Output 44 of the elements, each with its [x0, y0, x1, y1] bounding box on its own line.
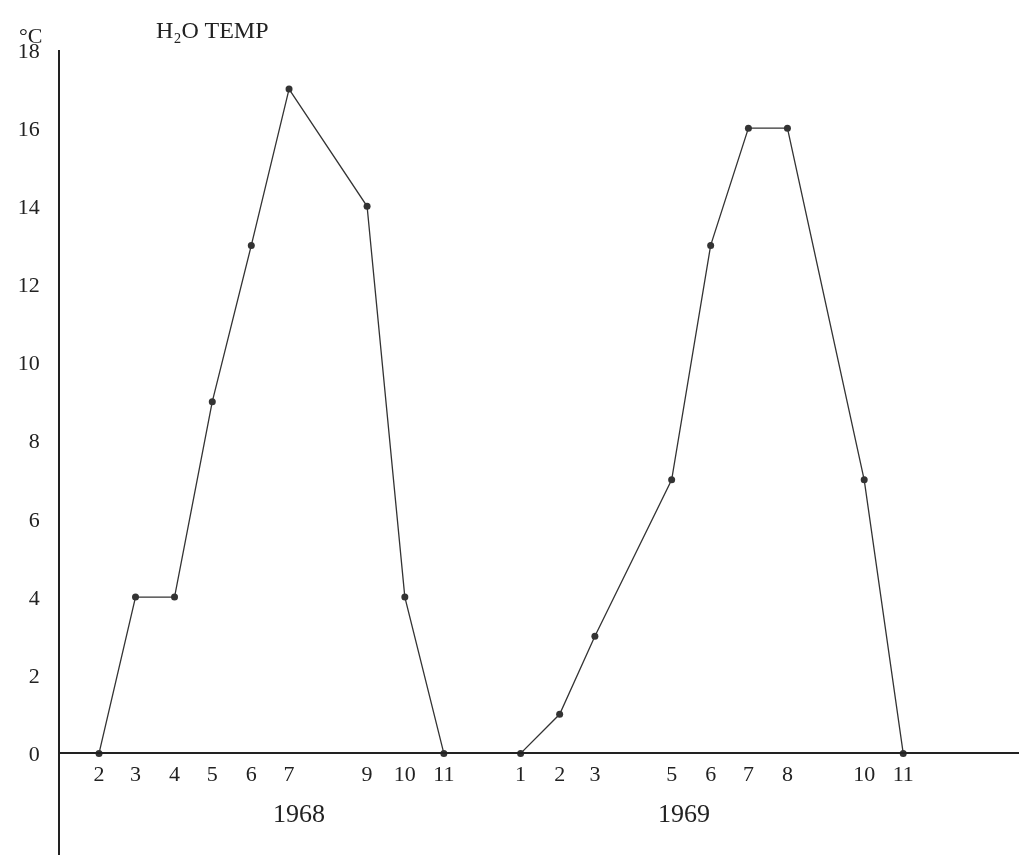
- point: [363, 202, 371, 210]
- x-tick-label: 5: [666, 760, 678, 786]
- point: [556, 710, 564, 718]
- point: [401, 593, 409, 601]
- annotation: 1968: [273, 799, 325, 828]
- x-tick-label: 2: [93, 760, 105, 786]
- point: [285, 85, 293, 93]
- point: [860, 476, 868, 484]
- x-tick-label: 2: [554, 760, 566, 786]
- x-tick-label: 4: [169, 760, 181, 786]
- annotation: 1969: [658, 799, 710, 828]
- y-tick-label: 12: [17, 272, 40, 298]
- point: [247, 241, 255, 249]
- point: [208, 398, 216, 406]
- point: [132, 593, 140, 601]
- x-tick-label: 7: [283, 760, 295, 786]
- x-tick-label: 5: [206, 760, 218, 786]
- x-tick-label: 1: [515, 760, 527, 786]
- y-tick-label: 8: [28, 428, 40, 454]
- y-tick-label: 4: [28, 584, 40, 610]
- y-tick-label: 0: [28, 741, 40, 767]
- x-tick-label: 11: [892, 760, 914, 786]
- point: [171, 593, 179, 601]
- x-tick-label: 8: [781, 760, 793, 786]
- x-tick-label: 11: [433, 760, 455, 786]
- x-tick-label: 6: [245, 760, 257, 786]
- x-tick-label: 3: [589, 760, 601, 786]
- y-tick-label: 6: [28, 506, 40, 532]
- point: [707, 241, 715, 249]
- x-tick-label: 10: [393, 760, 416, 786]
- x-tick-label: 6: [705, 760, 717, 786]
- point: [668, 476, 676, 484]
- x-tick-label: 9: [361, 760, 373, 786]
- y-tick-label: 16: [17, 115, 40, 141]
- point: [783, 124, 791, 132]
- x-tick-label: 10: [853, 760, 876, 786]
- chart-title: H₂O TEMP: [155, 17, 269, 44]
- point: [591, 632, 599, 640]
- y-tick-label: 10: [17, 350, 40, 376]
- y-tick-label: 14: [17, 194, 40, 220]
- x-tick-label: 7: [742, 760, 754, 786]
- x-tick-label: 3: [130, 760, 142, 786]
- point: [744, 124, 752, 132]
- y-tick-label: 2: [28, 662, 40, 688]
